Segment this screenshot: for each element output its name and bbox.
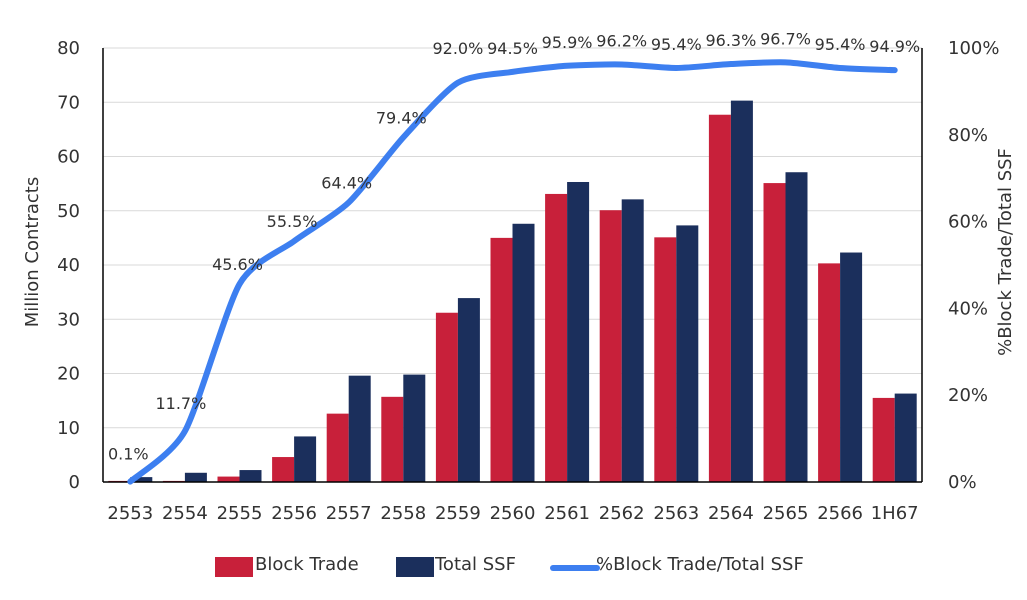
series-line-percentage [127,59,898,485]
legend-swatch-block-trade [215,557,253,577]
bar-total-ssf [239,470,262,482]
bar-block-trade [763,183,786,482]
bar-block-trade [872,397,895,482]
y2-tick-label: 100% [948,38,999,59]
x-tick-label: 2556 [271,503,317,524]
bar-total-ssf [676,225,699,482]
y-tick-label: 40 [57,255,80,276]
bar-total-ssf [894,393,917,482]
legend-label-total-ssf: Total SSF [434,554,516,575]
y-tick-label: 20 [57,364,80,385]
data-label-percentage: 94.5% [487,39,538,58]
data-label-percentage: 55.5% [267,212,318,231]
bar-total-ssf [294,436,317,482]
x-tick-label: 2553 [107,503,153,524]
y-tick-label: 10 [57,418,80,439]
y2-tick-label: 80% [948,125,988,146]
bar-block-trade [217,476,240,482]
y2-axis-title: %Block Trade/Total SSF [995,148,1016,356]
y2-tick-label: 0% [948,472,977,493]
x-tick-label: 1H67 [871,503,919,524]
bar-total-ssf [130,477,153,482]
legend: Block Trade Total SSF %Block Trade/Total… [215,554,804,577]
bar-block-trade [326,413,349,482]
data-label-percentage: 96.7% [760,29,811,48]
data-label-percentage: 96.3% [705,31,756,50]
bar-total-ssf [184,472,207,482]
x-tick-label: 2560 [490,503,536,524]
x-tick-label: 2562 [599,503,645,524]
legend-swatch-total-ssf [396,557,434,577]
data-label-percentage: 92.0% [432,39,483,58]
y2-tick-label: 20% [948,385,988,406]
data-label-percentage: 79.4% [376,108,427,127]
x-tick-label: 2555 [217,503,263,524]
bar-block-trade [381,396,404,482]
bar-block-trade [654,237,677,482]
y-tick-label: 50 [57,201,80,222]
bar-total-ssf [840,252,863,482]
bar-block-trade [490,237,513,482]
data-label-percentage: 95.4% [651,35,702,54]
x-tick-label: 2557 [326,503,372,524]
bar-block-trade [818,263,841,482]
y-tick-label: 30 [57,309,80,330]
y-tick-label: 70 [57,92,80,113]
data-label-percentage: 64.4% [321,174,372,193]
y-tick-label: 0 [69,472,80,493]
y-axis-title: Million Contracts [22,177,43,328]
x-tick-label: 2558 [380,503,426,524]
data-label-percentage: 95.9% [542,33,593,52]
x-tick-label: 2559 [435,503,481,524]
bar-total-ssf [621,199,644,483]
bar-total-ssf [785,172,808,483]
bar-total-ssf [457,298,480,482]
data-label-percentage: 94.9% [869,37,920,56]
data-label-percentage: 45.6% [212,255,263,274]
y2-tick-label: 40% [948,298,988,319]
bar-total-ssf [348,375,371,482]
percentage-line [127,59,898,485]
y-tick-label: 60 [57,147,80,168]
legend-label-block-trade: Block Trade [255,554,359,575]
x-tick-label: 2564 [708,503,754,524]
x-tick-label: 2561 [544,503,590,524]
data-label-percentage: 0.1% [108,445,149,464]
bar-block-trade [545,193,568,482]
bar-block-trade [599,210,622,482]
x-tick-label: 2565 [763,503,809,524]
legend-label-percentage: %Block Trade/Total SSF [596,554,804,575]
bars [108,100,917,483]
bar-block-trade [435,312,458,482]
y2-tick-label: 60% [948,212,988,233]
bar-block-trade [708,114,731,482]
bar-total-ssf [567,181,590,482]
data-label-percentage: 11.7% [155,394,206,413]
data-label-percentage: 95.4% [815,35,866,54]
axes: 0 10 20 30 40 50 60 70 80 0% 20% 40% 60% 80% 100% 2553 2… [57,38,999,524]
bar-block-trade [272,457,295,482]
bar-total-ssf [403,374,426,482]
labels: 0.1%11.7%45.6%55.5%64.4%79.4%92.0% 94.5% 9… [108,29,920,463]
x-tick-label: 2554 [162,503,208,524]
y-tick-label: 80 [57,38,80,59]
x-tick-label: 2566 [817,503,863,524]
bar-total-ssf [512,223,535,482]
x-tick-label: 2563 [653,503,699,524]
data-label-percentage: 96.2% [596,31,647,50]
bar-total-ssf [730,100,753,482]
